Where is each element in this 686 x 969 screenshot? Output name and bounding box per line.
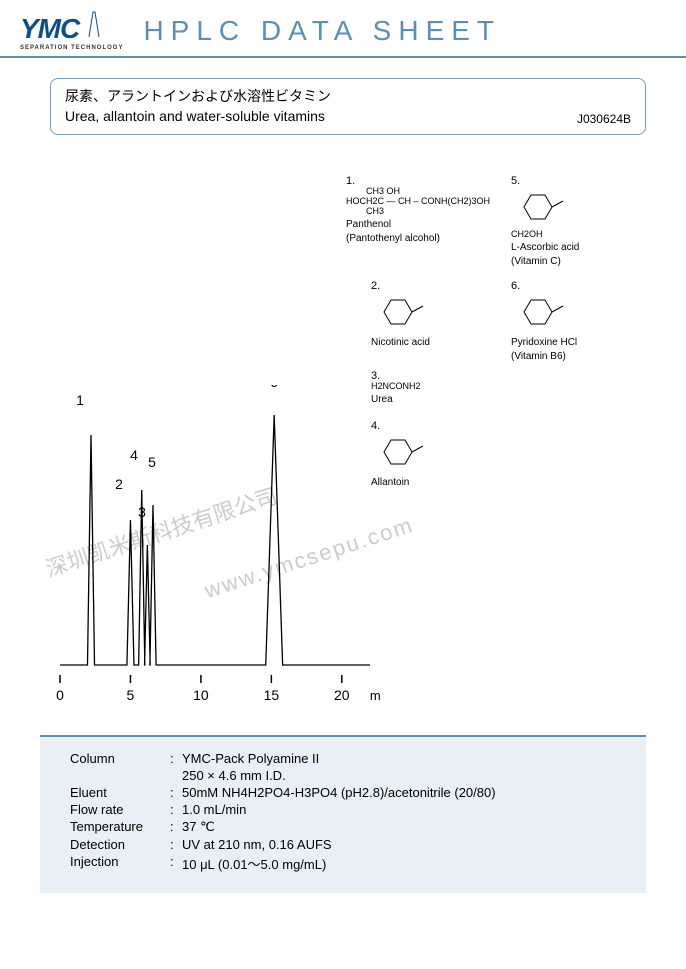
condition-row: 250 × 4.6 mm I.D.	[70, 768, 626, 783]
condition-label: Temperature	[70, 819, 170, 835]
structure-icon	[511, 292, 571, 332]
svg-text:0: 0	[56, 687, 64, 703]
structure-icon	[371, 432, 431, 472]
condition-colon: :	[170, 837, 182, 852]
svg-text:6: 6	[270, 385, 278, 390]
compound-name: Pyridoxine HCl	[511, 337, 651, 349]
condition-label: Injection	[70, 854, 170, 873]
conditions-panel: Column:YMC-Pack Polyamine II250 × 4.6 mm…	[40, 735, 646, 893]
svg-text:5: 5	[127, 687, 135, 703]
compound-subname: (Pantothenyl alcohol)	[346, 233, 486, 245]
logo-peak-icon	[88, 10, 100, 38]
compound-entry: 6. Pyridoxine HCl (Vitamin B6)	[511, 280, 651, 363]
condition-colon: :	[170, 785, 182, 800]
compound-formula: CH2OH	[511, 230, 651, 240]
condition-row: Eluent:50mM NH4H2PO4-H3PO4 (pH2.8)/aceto…	[70, 785, 626, 800]
condition-colon	[170, 768, 182, 783]
svg-text:1: 1	[76, 392, 84, 408]
svg-text:10: 10	[193, 687, 209, 703]
compound-number: 6.	[511, 280, 651, 292]
compound-formula: H2NCONH2	[371, 382, 511, 392]
logo-subtitle: SEPARATION TECHNOLOGY	[20, 45, 123, 51]
condition-row: Temperature:37 ℃	[70, 819, 626, 835]
condition-label: Column	[70, 751, 170, 766]
header: YMC SEPARATION TECHNOLOGY HPLC DATA SHEE…	[0, 0, 686, 58]
condition-colon: :	[170, 802, 182, 817]
compound-name: Urea	[371, 394, 511, 406]
subject-box: 尿素、アラントインおよび水溶性ビタミン Urea, allantoin and …	[50, 78, 646, 135]
chromatogram: 05101520min123456	[50, 385, 380, 705]
svg-text:min: min	[370, 688, 380, 703]
condition-value: YMC-Pack Polyamine II	[182, 751, 626, 766]
logo: YMC SEPARATION TECHNOLOGY	[20, 10, 123, 51]
compound-name: Panthenol	[346, 219, 486, 231]
subject-text: 尿素、アラントインおよび水溶性ビタミン Urea, allantoin and …	[65, 87, 331, 126]
svg-text:20: 20	[334, 687, 350, 703]
compound-entry: 3.H2NCONH2Urea	[371, 370, 511, 406]
condition-label: Eluent	[70, 785, 170, 800]
compound-number: 5.	[511, 175, 651, 187]
condition-colon: :	[170, 751, 182, 766]
condition-row: Column:YMC-Pack Polyamine II	[70, 751, 626, 766]
subject-jp: 尿素、アラントインおよび水溶性ビタミン	[65, 87, 331, 107]
condition-value: 50mM NH4H2PO4-H3PO4 (pH2.8)/acetonitrile…	[182, 785, 626, 800]
structure-icon	[511, 187, 571, 227]
compound-name: Allantoin	[371, 477, 511, 489]
svg-text:3: 3	[138, 504, 146, 520]
logo-text: YMC	[20, 13, 79, 44]
compound-subname: (Vitamin B6)	[511, 351, 651, 363]
compound-subname: (Vitamin C)	[511, 256, 651, 268]
figure-area: 深圳凯米斯科技有限公司 www.ymcsepu.com 1. CH3 OHHOC…	[50, 175, 646, 715]
subject-code: J030624B	[577, 112, 631, 126]
compound-name: L-Ascorbic acid	[511, 242, 651, 254]
condition-colon: :	[170, 854, 182, 873]
compound-formula: CH3	[346, 207, 486, 217]
structure-icon	[371, 292, 431, 332]
condition-value: UV at 210 nm, 0.16 AUFS	[182, 837, 626, 852]
condition-row: Detection:UV at 210 nm, 0.16 AUFS	[70, 837, 626, 852]
condition-value: 10 μL (0.01～5.0 mg/mL)	[182, 854, 626, 873]
compound-number: 2.	[371, 280, 511, 292]
compound-entry: 1. CH3 OHHOCH2C — CH – CONH(CH2)3OH CH3P…	[346, 175, 486, 245]
subject-en: Urea, allantoin and water-soluble vitami…	[65, 107, 331, 127]
compound-name: Nicotinic acid	[371, 337, 511, 349]
svg-text:5: 5	[148, 454, 156, 470]
condition-label: Flow rate	[70, 802, 170, 817]
condition-value: 37 ℃	[182, 819, 626, 835]
svg-text:4: 4	[130, 447, 138, 463]
svg-text:2: 2	[115, 476, 123, 492]
condition-row: Injection:10 μL (0.01～5.0 mg/mL)	[70, 854, 626, 873]
svg-text:15: 15	[264, 687, 280, 703]
condition-row: Flow rate:1.0 mL/min	[70, 802, 626, 817]
condition-label	[70, 768, 170, 783]
condition-label: Detection	[70, 837, 170, 852]
compound-entry: 2. Nicotinic acid	[371, 280, 511, 349]
condition-value: 1.0 mL/min	[182, 802, 626, 817]
page-title: HPLC DATA SHEET	[143, 15, 501, 47]
compound-entry: 5. CH2OH L-Ascorbic acid (Vitamin C)	[511, 175, 651, 268]
compound-entry: 4. Allantoin	[371, 420, 511, 489]
condition-value: 250 × 4.6 mm I.D.	[182, 768, 626, 783]
compound-number: 4.	[371, 420, 511, 432]
condition-colon: :	[170, 819, 182, 835]
